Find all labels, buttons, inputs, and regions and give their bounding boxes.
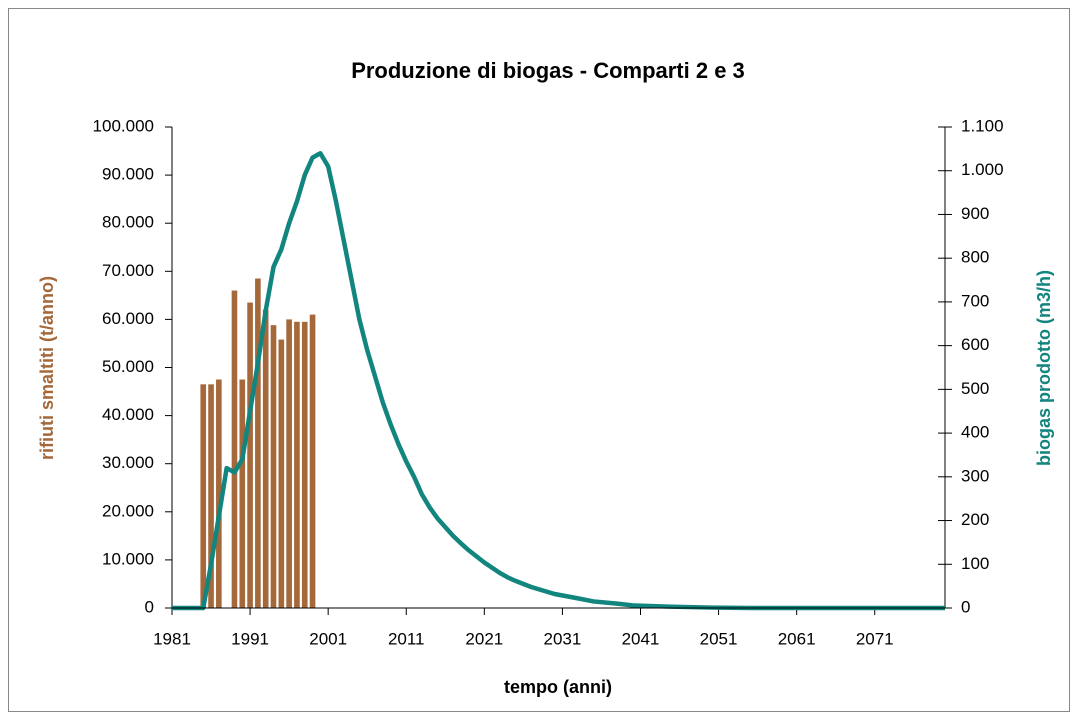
- bar: [255, 278, 261, 608]
- y-tick-label: 50.000: [102, 357, 154, 376]
- x-axis-label: tempo (anni): [504, 677, 612, 697]
- x-tick-label: 2071: [856, 629, 894, 648]
- x-tick-label: 2061: [778, 629, 816, 648]
- y2-tick-label: 300: [961, 466, 989, 485]
- y2-tick-label: 1.100: [961, 116, 1004, 135]
- y-tick-label: 90.000: [102, 165, 154, 184]
- y2-tick-label: 400: [961, 423, 989, 442]
- y-tick-label: 30.000: [102, 453, 154, 472]
- chart-title: Produzione di biogas - Comparti 2 e 3: [351, 58, 745, 83]
- bar: [286, 319, 292, 608]
- bar: [294, 321, 300, 608]
- x-tick-label: 2041: [622, 629, 660, 648]
- y2-axis-label: biogas prodotto (m3/h): [1034, 270, 1054, 466]
- frame: [8, 8, 1070, 712]
- bar: [247, 302, 253, 608]
- x-tick-label: 2001: [309, 629, 347, 648]
- bar: [239, 379, 246, 608]
- y2-tick-label: 700: [961, 291, 989, 310]
- y-tick-label: 80.000: [102, 213, 154, 232]
- x-tick-label: 2011: [388, 629, 425, 648]
- line: [172, 150, 945, 611]
- y-tick-label: 40.000: [102, 405, 154, 424]
- bar: [231, 290, 238, 608]
- y2-tick-label: 0: [961, 597, 970, 616]
- bar: [270, 325, 277, 608]
- bar: [216, 379, 222, 608]
- y-tick-label: 10.000: [102, 549, 154, 568]
- bar: [309, 314, 316, 608]
- x-tick-label: 2051: [700, 629, 738, 648]
- y-tick-label: 100.000: [93, 116, 154, 135]
- y2-tick-label: 200: [961, 510, 989, 529]
- y2-tick-label: 500: [961, 379, 989, 398]
- y2-tick-label: 800: [961, 248, 989, 267]
- x-tick-label: 2021: [465, 629, 503, 648]
- y-axis-label: rifiuti smaltiti (t/anno): [37, 276, 57, 460]
- y-tick-label: 70.000: [102, 261, 154, 280]
- y-tick-label: 20.000: [102, 501, 154, 520]
- y-tick-label: 0: [145, 597, 154, 616]
- bar: [301, 321, 308, 608]
- y2-tick-label: 600: [961, 335, 989, 354]
- bar: [208, 384, 214, 608]
- bar: [200, 384, 207, 608]
- bar: [278, 339, 285, 608]
- y2-tick-label: 1.000: [961, 160, 1004, 179]
- y2-tick-label: 100: [961, 554, 989, 573]
- x-tick-label: 2031: [543, 629, 581, 648]
- x-tick-label: 1981: [153, 629, 191, 648]
- x-tick-label: 1991: [231, 629, 269, 648]
- y2-tick-label: 900: [961, 204, 989, 223]
- y-tick-label: 60.000: [102, 309, 154, 328]
- bar: [262, 309, 269, 608]
